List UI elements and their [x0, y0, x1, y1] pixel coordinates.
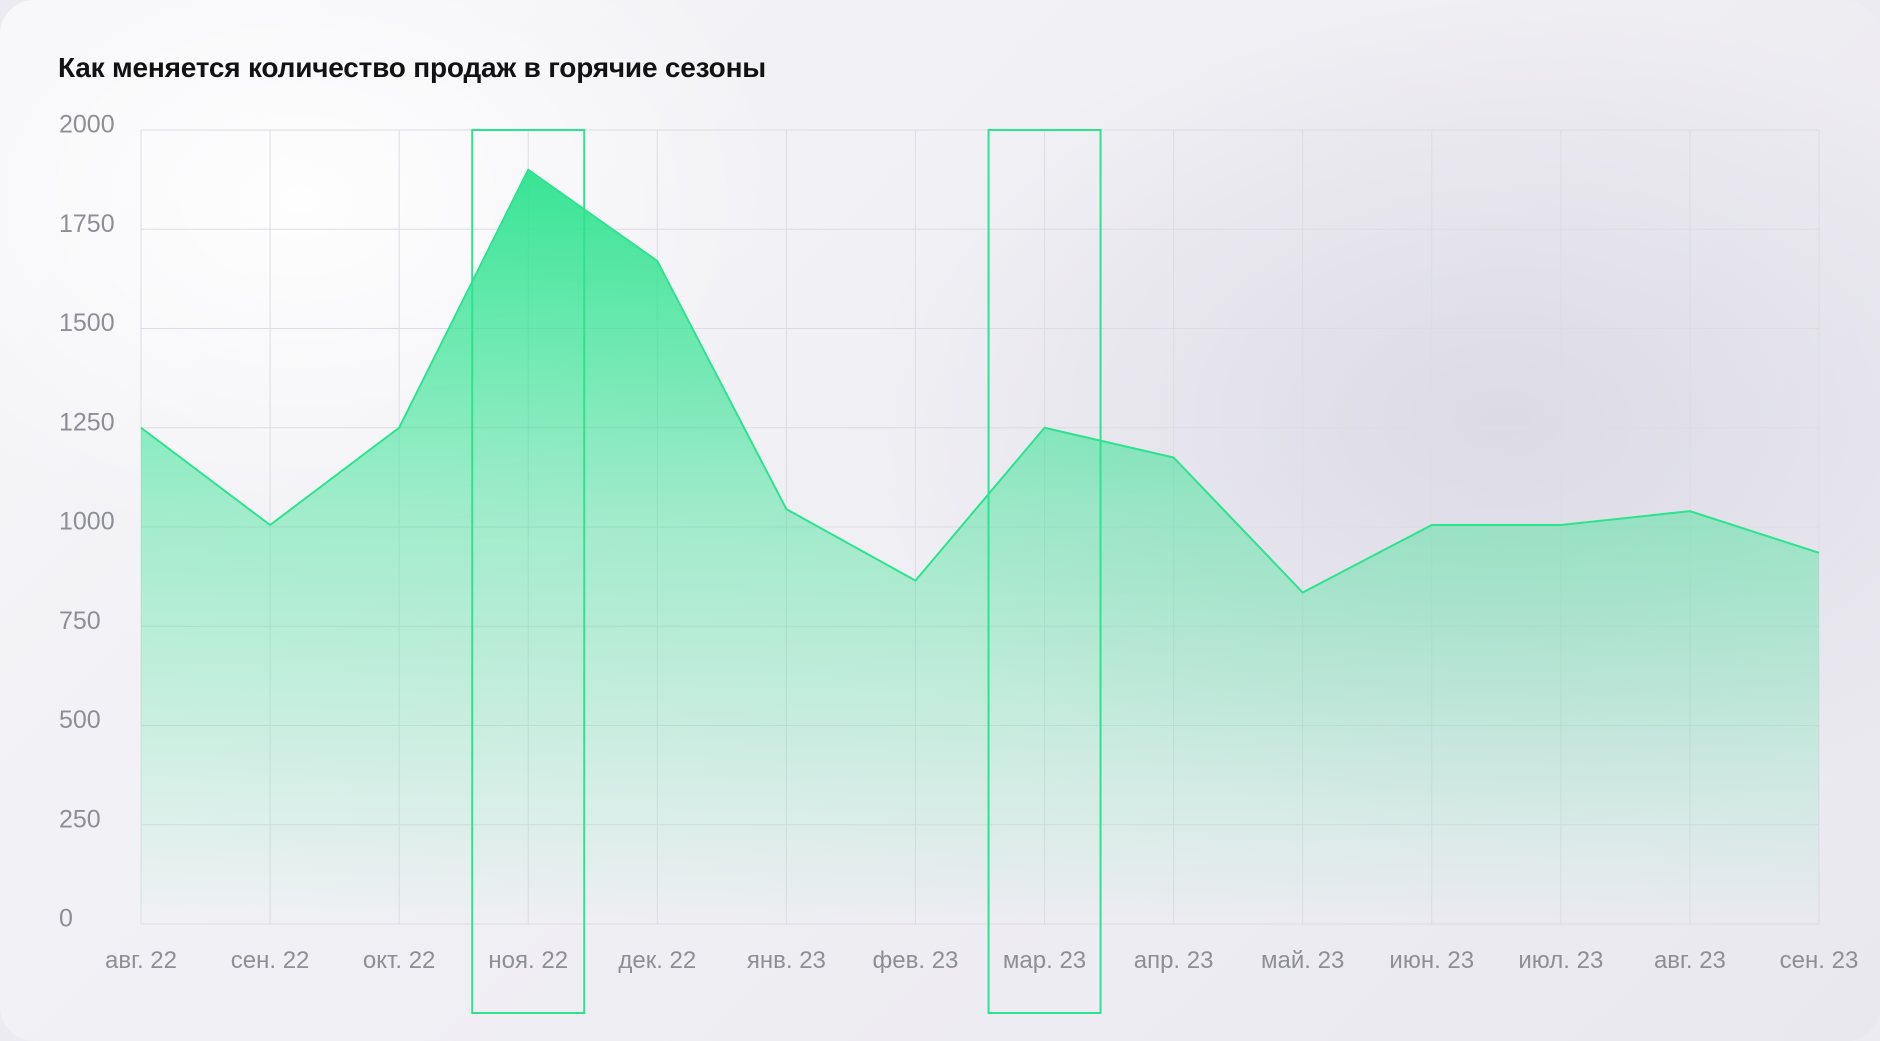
data-point — [1429, 522, 1435, 528]
y-axis-ticks: 0 250 500 750 1000 1250 1500 1750 2000 — [59, 111, 115, 933]
data-point — [396, 425, 402, 431]
x-tick-label: сен. 23 — [1780, 947, 1859, 974]
chart-title: Как меняется количество продаж в горячие… — [58, 52, 766, 83]
series-line — [140, 168, 1820, 594]
data-point — [1687, 508, 1693, 514]
y-tick-label: 500 — [59, 706, 101, 734]
x-tick-label: авг. 22 — [105, 947, 177, 974]
season-highlight-box — [471, 129, 586, 1014]
y-tick-label: 1750 — [59, 210, 115, 238]
data-point — [1171, 455, 1177, 461]
area-layer — [138, 167, 1822, 924]
data-point — [654, 258, 660, 264]
y-tick-label: 750 — [59, 607, 101, 635]
x-tick-label: мар. 23 — [1003, 947, 1086, 974]
x-tick-label: окт. 22 — [363, 947, 435, 974]
x-tick-label: июн. 23 — [1389, 947, 1474, 974]
data-point — [1300, 590, 1306, 596]
x-tick-label: ноя. 22 — [488, 947, 568, 974]
data-point — [267, 522, 273, 528]
y-tick-label: 0 — [59, 905, 73, 933]
x-tick-label: дек. 22 — [618, 947, 696, 974]
x-tick-label: сен. 22 — [231, 947, 310, 974]
data-point — [912, 578, 918, 584]
x-tick-label: авг. 23 — [1654, 947, 1726, 974]
y-tick-label: 1250 — [59, 408, 115, 436]
data-point — [138, 425, 144, 431]
x-tick-label: июл. 23 — [1518, 947, 1603, 974]
x-tick-label: апр. 23 — [1134, 947, 1214, 974]
y-tick-label: 1500 — [59, 309, 115, 337]
x-tick-label: фев. 23 — [873, 947, 959, 974]
highlight-layer — [471, 129, 1102, 1014]
y-tick-label: 2000 — [59, 111, 115, 139]
data-point — [525, 167, 531, 173]
season-highlight-box — [987, 129, 1102, 1014]
data-point — [1816, 550, 1822, 556]
data-point — [1042, 425, 1048, 431]
y-tick-label: 250 — [59, 805, 101, 833]
data-point — [1558, 522, 1564, 528]
x-tick-label: май. 23 — [1261, 947, 1344, 974]
y-tick-label: 1000 — [59, 508, 115, 536]
x-tick-label: янв. 23 — [747, 947, 826, 974]
data-point — [783, 506, 789, 512]
x-axis-ticks: авг. 22 сен. 22 окт. 22 ноя. 22 дек. 22 янв. … — [105, 947, 1858, 974]
series-area-fill — [141, 169, 1819, 924]
